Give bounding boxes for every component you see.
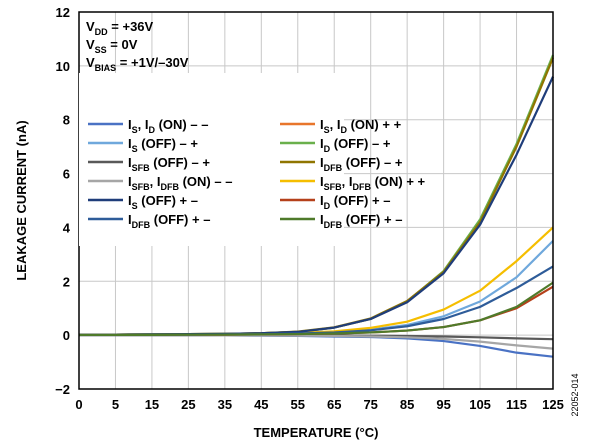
legend-label: ISFB (OFF) – + <box>128 155 210 173</box>
x-tick-label: 55 <box>291 397 305 412</box>
series-line <box>79 281 554 336</box>
legend-label: ID (OFF) + – <box>320 193 390 211</box>
series-line <box>79 285 554 336</box>
x-tick-label: 75 <box>363 397 377 412</box>
x-tick-label: 85 <box>400 397 414 412</box>
test-condition: VDD = +36V <box>86 19 154 37</box>
y-tick-label: 0 <box>63 328 70 343</box>
legend-background <box>79 73 344 246</box>
legend-label: IS (OFF) + – <box>128 193 198 211</box>
legend-label: IS, ID (ON) + + <box>320 117 402 135</box>
y-tick-label: 12 <box>56 5 70 20</box>
x-tick-label: 45 <box>254 397 268 412</box>
tick-labels: 0 5 15 25 35 45 55 65 75 85 95 105 115 125 −2 0 2 4 6 8 10 12 <box>55 5 564 412</box>
x-tick-label: 65 <box>327 397 341 412</box>
y-axis-title: LEAKAGE CURRENT (nA) <box>14 120 29 280</box>
legend: IS, ID (ON) – – IS, ID (ON) + + IS (OFF) –… <box>79 73 426 246</box>
y-tick-label: −2 <box>55 382 70 397</box>
x-axis-title: TEMPERATURE (°C) <box>254 425 379 440</box>
x-tick-label: 95 <box>436 397 450 412</box>
legend-label: IDFB (OFF) + – <box>128 212 210 230</box>
x-tick-label: 35 <box>218 397 232 412</box>
y-tick-label: 10 <box>56 59 70 74</box>
y-tick-label: 2 <box>63 274 70 289</box>
legend-label: ISFB, IDFB (ON) + + <box>320 174 426 192</box>
legend-label: IS (OFF) – + <box>128 136 198 154</box>
legend-label: IS, ID (ON) – – <box>128 117 208 135</box>
y-tick-label: 8 <box>63 113 70 128</box>
y-tick-label: 4 <box>63 220 71 235</box>
legend-label: ISFB, IDFB (ON) – – <box>128 174 232 192</box>
x-tick-label: 115 <box>506 397 527 412</box>
x-tick-label: 105 <box>469 397 491 412</box>
x-tick-label: 15 <box>145 397 159 412</box>
y-tick-label: 6 <box>63 167 70 182</box>
x-tick-label: 125 <box>542 397 564 412</box>
x-tick-label: 0 <box>75 397 82 412</box>
legend-label: IDFB (OFF) + – <box>320 212 402 230</box>
test-condition: VBIAS = +1V/–30V <box>86 55 189 73</box>
figure-code: 22052-014 <box>570 373 580 416</box>
x-tick-label: 5 <box>112 397 119 412</box>
test-condition: VSS = 0V <box>86 37 138 55</box>
x-tick-label: 25 <box>181 397 195 412</box>
legend-label: IDFB (OFF) – + <box>320 155 403 173</box>
series-lines <box>79 54 555 358</box>
legend-label: ID (OFF) – + <box>320 136 391 154</box>
